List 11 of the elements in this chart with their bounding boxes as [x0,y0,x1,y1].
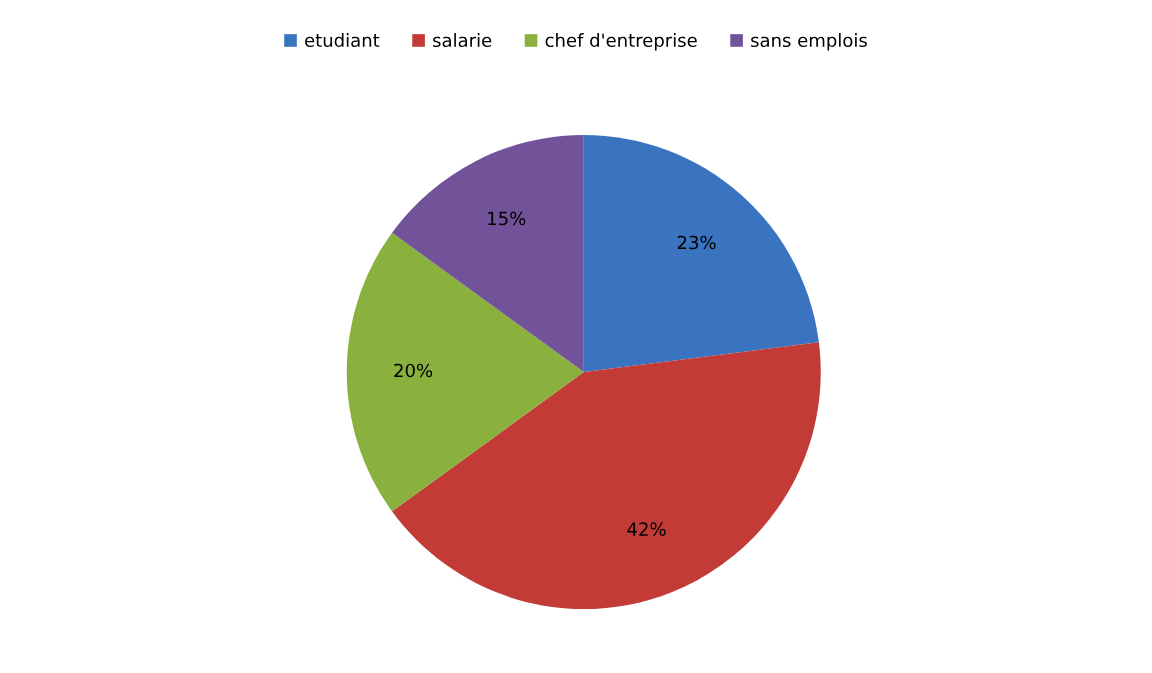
legend-label: etudiant [305,33,380,48]
pie-slice [583,135,819,373]
data-label: 20% [394,363,433,378]
data-label: 42% [627,522,666,536]
legend-label: salarie [433,33,492,48]
data-label: 23% [677,235,716,250]
legend-label: sans emplois [751,33,867,51]
legend-label: chef d'entreprise [545,33,697,51]
pie-slice [392,342,821,610]
pie-slice [346,232,584,512]
data-label: 15% [488,211,526,226]
